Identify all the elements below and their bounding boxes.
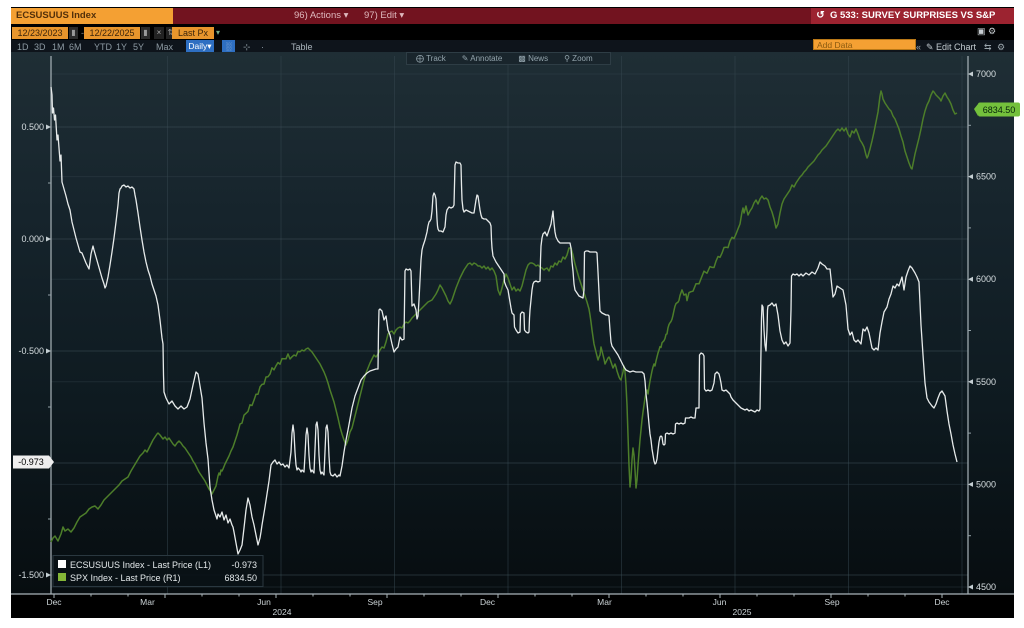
svg-text:Mar: Mar — [140, 597, 155, 607]
svg-text:Dec: Dec — [934, 597, 950, 607]
svg-text:Dec: Dec — [480, 597, 496, 607]
svg-text:6000: 6000 — [976, 274, 996, 284]
svg-text:ECSUSUUS Index - Last Price (L: ECSUSUUS Index - Last Price (L1) — [70, 560, 211, 570]
svg-text:4500: 4500 — [976, 582, 996, 592]
svg-text:Jun: Jun — [257, 597, 271, 607]
svg-text:0.500: 0.500 — [21, 122, 44, 132]
svg-text:SPX Index - Last Price (R1): SPX Index - Last Price (R1) — [70, 573, 181, 583]
svg-text:Dec: Dec — [46, 597, 62, 607]
svg-text:Mar: Mar — [597, 597, 612, 607]
svg-text:6500: 6500 — [976, 172, 996, 182]
svg-text:-1.500: -1.500 — [18, 570, 44, 580]
svg-text:Sep: Sep — [824, 597, 839, 607]
svg-text:2025: 2025 — [733, 607, 752, 617]
svg-text:-0.973: -0.973 — [231, 560, 257, 570]
svg-text:6834.50: 6834.50 — [224, 573, 257, 583]
svg-text:7000: 7000 — [976, 69, 996, 79]
svg-text:6834.50: 6834.50 — [983, 105, 1016, 115]
svg-text:2024: 2024 — [273, 607, 292, 617]
svg-text:0.000: 0.000 — [21, 234, 44, 244]
svg-text:-0.500: -0.500 — [18, 346, 44, 356]
svg-text:Sep: Sep — [367, 597, 382, 607]
svg-text:Jun: Jun — [713, 597, 727, 607]
svg-text:5000: 5000 — [976, 479, 996, 489]
svg-text:5500: 5500 — [976, 377, 996, 387]
svg-text:-0.973: -0.973 — [18, 457, 44, 467]
